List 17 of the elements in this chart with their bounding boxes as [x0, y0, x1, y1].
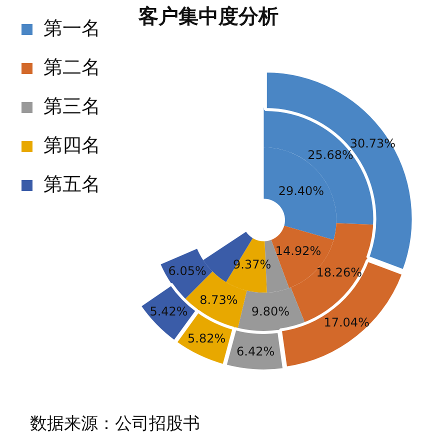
data-label: 9.80%: [251, 304, 290, 318]
data-label: 5.82%: [188, 332, 226, 346]
legend-label: 第五名: [44, 173, 100, 196]
legend-label: 第四名: [44, 134, 100, 156]
data-label: 17.04%: [324, 316, 370, 330]
data-label: 6.05%: [168, 264, 206, 278]
legend-label: 第三名: [44, 95, 100, 118]
data-label: 14.92%: [275, 244, 322, 258]
data-label: 29.40%: [278, 184, 324, 198]
data-label: 8.73%: [200, 292, 238, 307]
source-note: 数据来源：公司招股书: [29, 413, 201, 435]
chart-title: 客户集中度分析: [138, 4, 278, 28]
data-label: 5.42%: [150, 304, 188, 319]
data-label: 25.68%: [308, 148, 354, 162]
legend-label: 第一名: [44, 17, 100, 40]
data-label: 6.42%: [236, 344, 275, 358]
legend-label: 第二名: [44, 56, 100, 78]
